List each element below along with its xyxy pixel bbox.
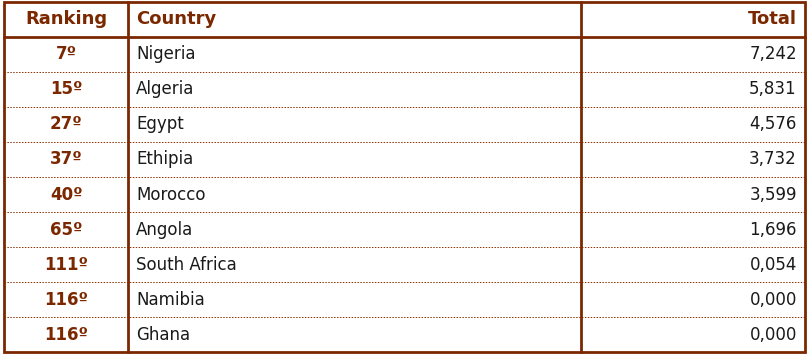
Text: 0,000: 0,000 [749, 326, 797, 344]
Text: Ranking: Ranking [25, 10, 107, 28]
Text: 111º: 111º [44, 256, 88, 274]
Text: 4,576: 4,576 [749, 115, 797, 133]
Text: 15º: 15º [50, 80, 83, 98]
Text: 116º: 116º [44, 326, 88, 344]
Bar [4, 282, 805, 317]
Bar [4, 177, 805, 212]
Text: 0,054: 0,054 [749, 256, 797, 274]
Bar [4, 72, 805, 107]
Bar [4, 212, 805, 247]
Text: 7º: 7º [56, 45, 77, 63]
Text: Angola: Angola [136, 221, 193, 239]
Text: 0,000: 0,000 [749, 291, 797, 309]
Text: Algeria: Algeria [136, 80, 195, 98]
Text: Country: Country [136, 10, 217, 28]
Bar [4, 142, 805, 177]
Text: South Africa: South Africa [136, 256, 237, 274]
Text: 3,732: 3,732 [749, 150, 797, 169]
Text: Ghana: Ghana [136, 326, 190, 344]
Text: 65º: 65º [50, 221, 83, 239]
Text: Nigeria: Nigeria [136, 45, 196, 63]
Text: 40º: 40º [50, 185, 83, 204]
Text: Namibia: Namibia [136, 291, 205, 309]
Text: 116º: 116º [44, 291, 88, 309]
Text: 37º: 37º [49, 150, 83, 169]
Text: 3,599: 3,599 [749, 185, 797, 204]
Text: 5,831: 5,831 [749, 80, 797, 98]
Bar [4, 107, 805, 142]
Bar [4, 247, 805, 282]
Text: Morocco: Morocco [136, 185, 205, 204]
Bar [4, 317, 805, 352]
Text: 27º: 27º [49, 115, 83, 133]
Text: Ethipia: Ethipia [136, 150, 193, 169]
Text: 1,696: 1,696 [749, 221, 797, 239]
Bar [4, 2, 805, 37]
Text: Total: Total [748, 10, 797, 28]
Text: 7,242: 7,242 [749, 45, 797, 63]
Bar [4, 37, 805, 72]
Text: Egypt: Egypt [136, 115, 184, 133]
